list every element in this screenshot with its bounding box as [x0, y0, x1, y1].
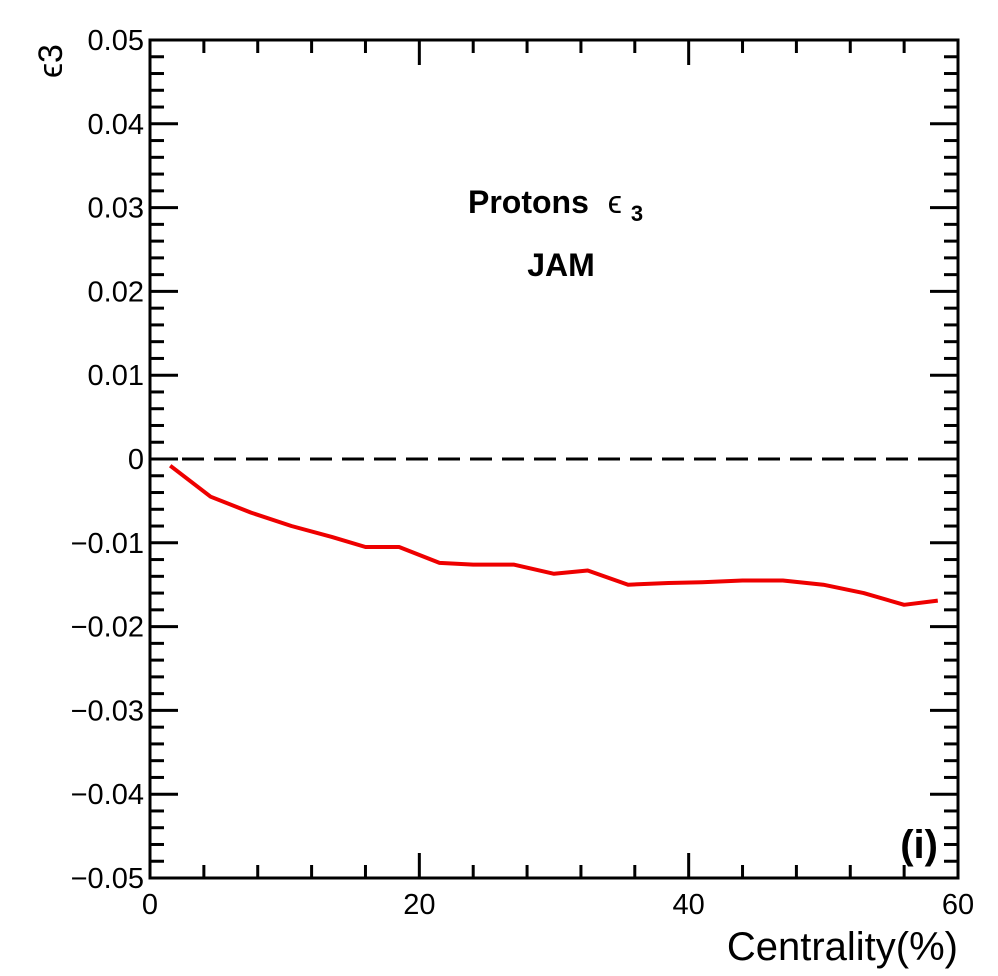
y-tick-label: 0.04 [88, 109, 144, 141]
annotation-protons: Protons ϵ 3 [468, 184, 643, 226]
y-tick-label: 0.03 [88, 193, 144, 225]
y-tick-label: −0.03 [71, 695, 144, 727]
panel-label: (i) [900, 823, 938, 867]
y-tick-label: −0.02 [71, 612, 144, 644]
series-line-protons [168, 464, 939, 607]
x-tick-label: 20 [403, 889, 435, 921]
y-tick-label: −0.04 [71, 779, 144, 811]
y-tick-label: 0.02 [88, 276, 144, 308]
tick-layer [148, 38, 960, 880]
y-tick-label: −0.05 [71, 863, 144, 895]
y-tick-label: 0.01 [88, 360, 144, 392]
series-layer [168, 464, 939, 607]
annotation-model: JAM [527, 247, 595, 283]
x-tick-label: 60 [942, 889, 974, 921]
svg-text:ϵ3: ϵ3 [32, 44, 70, 78]
x-tick-label: 40 [673, 889, 705, 921]
y-tick-label: 0.05 [88, 25, 144, 57]
y-tick-label: 0 [128, 444, 144, 476]
x-tick-label: 0 [142, 889, 158, 921]
annotation-epsilon-symbol: ϵ [608, 184, 622, 220]
tick-label-layer: −0.05 −0.04 −0.03 −0.02 −0.01 0 0.01 0.02 0.03 0.… [71, 25, 975, 921]
y-axis-title: ϵ3 [32, 44, 70, 78]
annotation-protons-text: Protons [468, 184, 589, 220]
y-tick-label: −0.01 [71, 528, 144, 560]
annotation-epsilon-subscript: 3 [631, 201, 643, 226]
x-axis-title: Centrality(%) [727, 925, 958, 969]
y-axis-symbol: ϵ3 [32, 44, 70, 78]
